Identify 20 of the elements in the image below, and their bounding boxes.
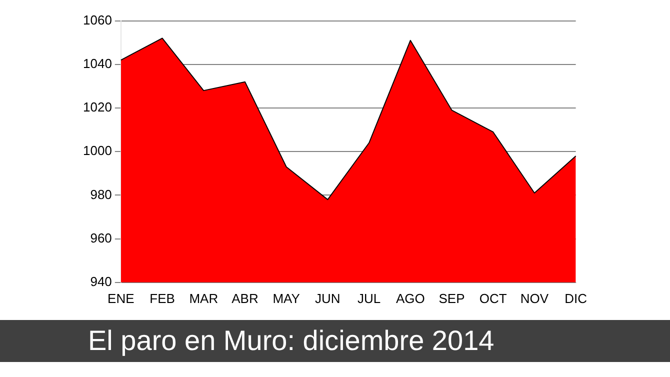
x-tick-label: NOV (520, 290, 549, 306)
y-tick-label: 980 (90, 186, 112, 202)
y-tick-label: 1060 (83, 12, 112, 28)
x-tick-label: SEP (438, 290, 465, 306)
x-tick-label: MAY (272, 290, 300, 306)
y-tick-label: 1020 (83, 100, 112, 115)
x-tick-label: OCT (479, 290, 507, 306)
y-tick-label: 1040 (83, 56, 112, 71)
x-tick-label: ENE (108, 290, 135, 306)
y-tick-label: 940 (90, 274, 112, 289)
x-tick-label: JUL (357, 290, 381, 306)
x-tick-label: AGO (396, 290, 425, 306)
x-tick-label: DIC (564, 290, 587, 306)
text: El paro en Muro: diciembre 2014 (0, 320, 670, 362)
x-tick-label: MAR (189, 290, 218, 306)
x-tick-label: JUN (315, 290, 340, 306)
x-tick-label: ABR (232, 290, 258, 306)
y-tick-label: 1000 (83, 143, 112, 158)
x-tick-label: FEB (150, 290, 175, 306)
y-tick-label: 960 (90, 230, 112, 246)
